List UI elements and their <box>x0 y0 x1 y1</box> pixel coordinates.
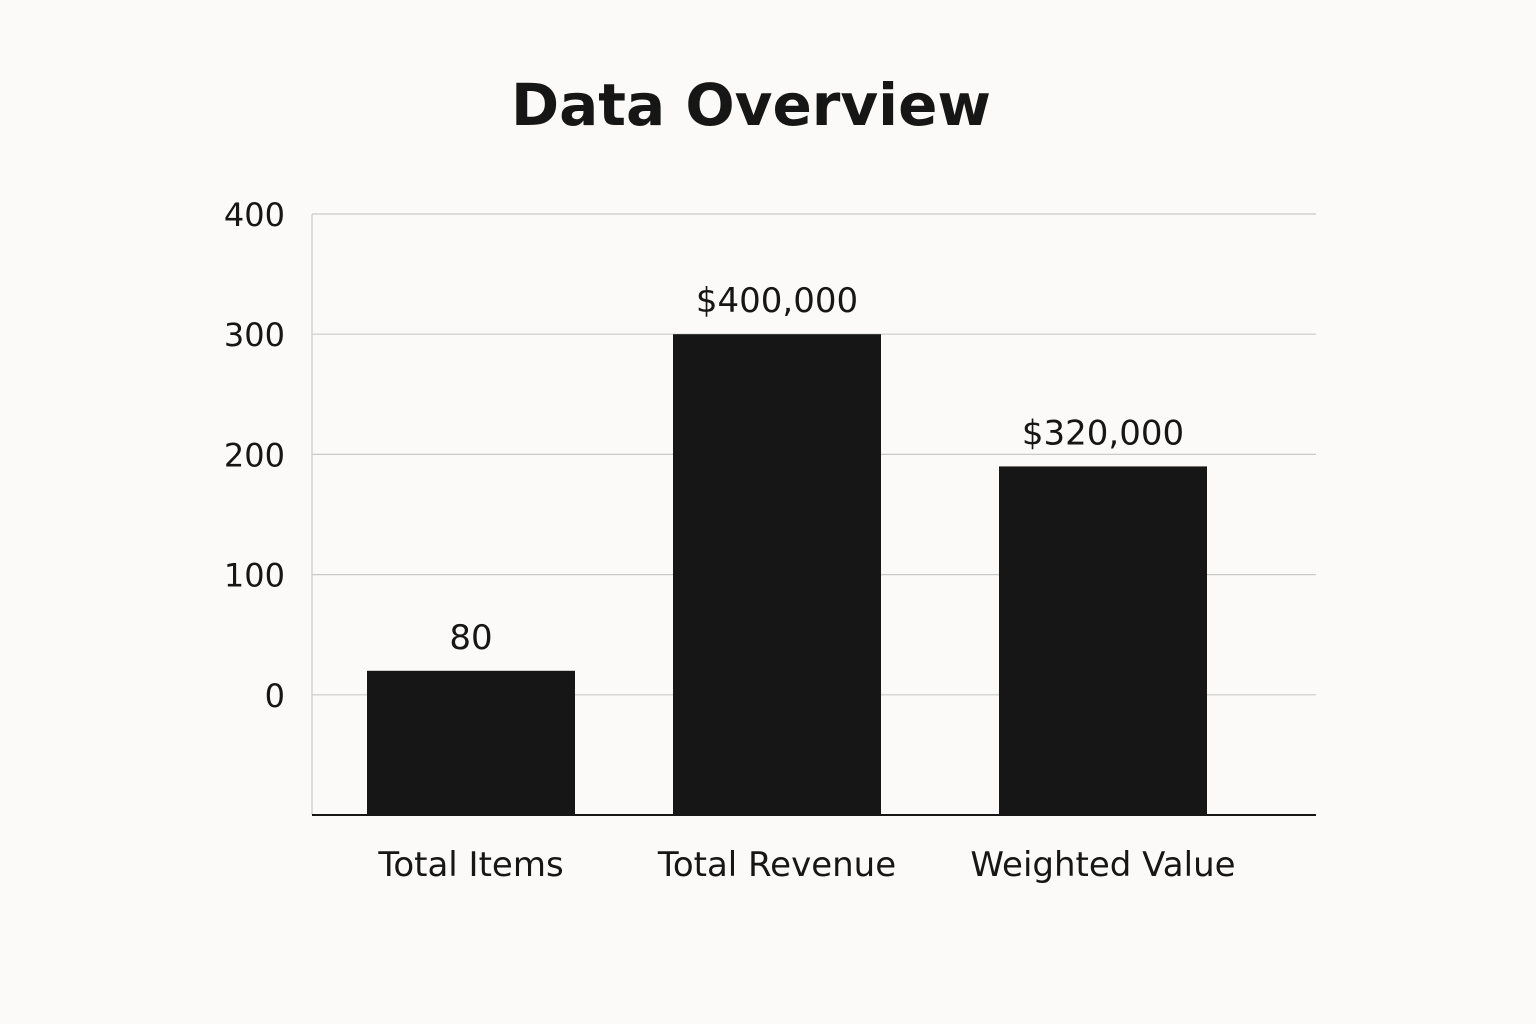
y-axis-ticks: 0 100 200 300 400 <box>224 196 285 715</box>
category-label: Total Revenue <box>657 845 896 885</box>
bars <box>367 334 1207 815</box>
y-tick-label: 100 <box>224 557 285 595</box>
category-labels: Total Items Total Revenue Weighted Value <box>377 845 1235 885</box>
y-tick-label: 0 <box>265 677 285 715</box>
category-label: Total Items <box>377 845 563 885</box>
data-label: $320,000 <box>1022 413 1184 453</box>
bar <box>999 466 1207 815</box>
y-tick-label: 200 <box>224 436 285 474</box>
chart-title: Data Overview <box>511 71 991 139</box>
bar <box>367 670 575 815</box>
category-label: Weighted Value <box>970 845 1235 885</box>
data-label: 80 <box>449 618 492 658</box>
y-tick-label: 300 <box>224 316 285 354</box>
y-tick-label: 400 <box>224 196 285 234</box>
bar <box>673 334 881 815</box>
data-labels: 80 $400,000 $320,000 <box>449 281 1184 658</box>
data-label: $400,000 <box>696 281 858 321</box>
